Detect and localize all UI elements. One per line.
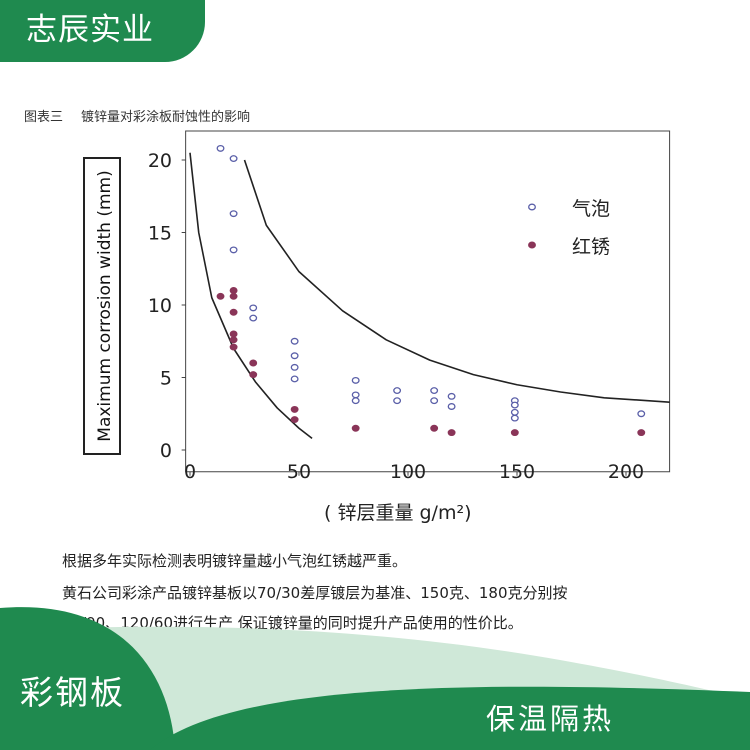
blister-point	[637, 410, 646, 418]
rust-point	[229, 336, 238, 344]
rust-point	[290, 416, 299, 423]
blister-point	[351, 376, 360, 384]
bottom-right-label: 保温隔热	[486, 702, 615, 736]
bottom-left-label: 彩钢板	[20, 673, 125, 712]
blister-point	[393, 397, 402, 405]
y-tick-label: 10	[148, 295, 172, 317]
caption-label: 图表三	[24, 110, 64, 125]
plot-frame	[185, 130, 671, 473]
rust-point	[229, 330, 238, 338]
bottom-green-band	[150, 686, 750, 750]
legend-rust-marker	[528, 241, 536, 249]
x-tick-label: 150	[499, 461, 535, 483]
blister-point	[430, 397, 439, 405]
blister-point	[351, 397, 360, 405]
y-tick-label: 20	[148, 150, 172, 172]
blister-point	[430, 387, 439, 394]
rust-point	[249, 359, 258, 367]
blister-point	[290, 375, 299, 383]
description-line-1: 根据多年实际检测表明镀锌量越小气泡红锈越严重。	[62, 552, 408, 570]
blister-point	[290, 352, 299, 360]
blister-point	[510, 414, 519, 422]
blister-point	[229, 155, 238, 162]
rust-point	[637, 429, 646, 437]
rust-point	[229, 292, 238, 300]
rust-point	[216, 292, 225, 300]
envelope-curve-1	[189, 152, 313, 440]
blister-point	[216, 144, 225, 152]
y-axis-title: Maximum corrosion width (mm)	[95, 170, 115, 441]
rust-point	[229, 287, 238, 294]
x-axis-title: ( 锌层重量 g/m²)	[324, 502, 472, 524]
blister-point	[229, 210, 238, 218]
blister-point	[249, 304, 258, 312]
blister-point	[351, 391, 360, 399]
blister-point	[229, 246, 238, 254]
rust-point	[447, 429, 456, 437]
blister-point	[290, 337, 299, 345]
description-line-2: 黄石公司彩涂产品镀锌基板以70/30差厚镀层为基准、150克、180克分别按	[62, 584, 568, 602]
rust-point	[229, 308, 238, 316]
top-brand-label: 志辰实业	[26, 12, 154, 48]
envelope-curve-2	[243, 159, 670, 403]
blister-point	[447, 392, 456, 400]
bottom-banner-shape	[0, 607, 750, 750]
caption-title: 镀锌量对彩涂板耐蚀性的影响	[81, 110, 251, 125]
rust-point	[249, 371, 258, 379]
y-tick-label: 15	[148, 223, 172, 245]
blister-point	[447, 403, 456, 410]
legend-blister-label: 气泡	[572, 198, 610, 220]
y-tick-label: 0	[160, 440, 172, 462]
rust-point	[510, 429, 519, 437]
legend-rust-label: 红锈	[572, 236, 610, 258]
rust-point	[290, 405, 299, 413]
rust-point	[430, 424, 439, 432]
bottom-green-wave	[0, 607, 175, 750]
x-tick-label: 0	[184, 461, 196, 483]
top-brand-banner: 志辰实业	[0, 0, 205, 62]
blister-point	[510, 408, 519, 416]
rust-point	[351, 424, 360, 432]
y-tick-label: 5	[160, 368, 172, 390]
x-tick-label: 50	[287, 461, 311, 483]
x-tick-label: 200	[608, 461, 644, 483]
blister-point	[510, 401, 519, 409]
blister-point	[249, 314, 258, 322]
blister-point	[290, 363, 299, 371]
rust-point	[229, 343, 238, 351]
x-tick-label: 100	[390, 461, 426, 483]
legend-blister-marker	[528, 203, 536, 211]
chart-caption: 图表三 镀锌量对彩涂板耐蚀性的影响	[24, 106, 250, 125]
blister-point	[393, 387, 402, 394]
y-axis-label-box	[83, 157, 121, 455]
